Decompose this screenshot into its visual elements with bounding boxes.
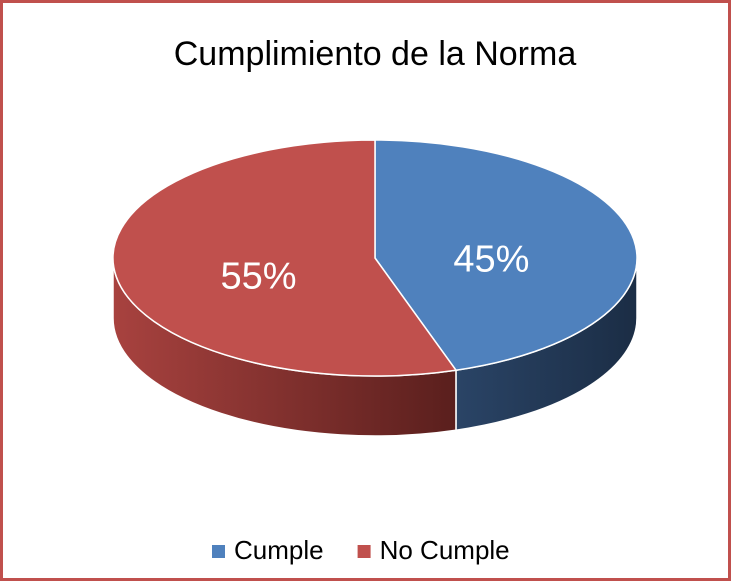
legend-swatch xyxy=(357,545,371,558)
legend-swatch xyxy=(212,545,225,558)
legend-label: No Cumple xyxy=(380,535,510,565)
chart-title: Cumplimiento de la Norma xyxy=(174,35,577,73)
data-label: 45% xyxy=(453,239,529,281)
legend-label: Cumple xyxy=(234,535,324,565)
pie-slice xyxy=(374,139,638,372)
data-label: 55% xyxy=(221,255,297,297)
pie-slice xyxy=(112,139,458,377)
